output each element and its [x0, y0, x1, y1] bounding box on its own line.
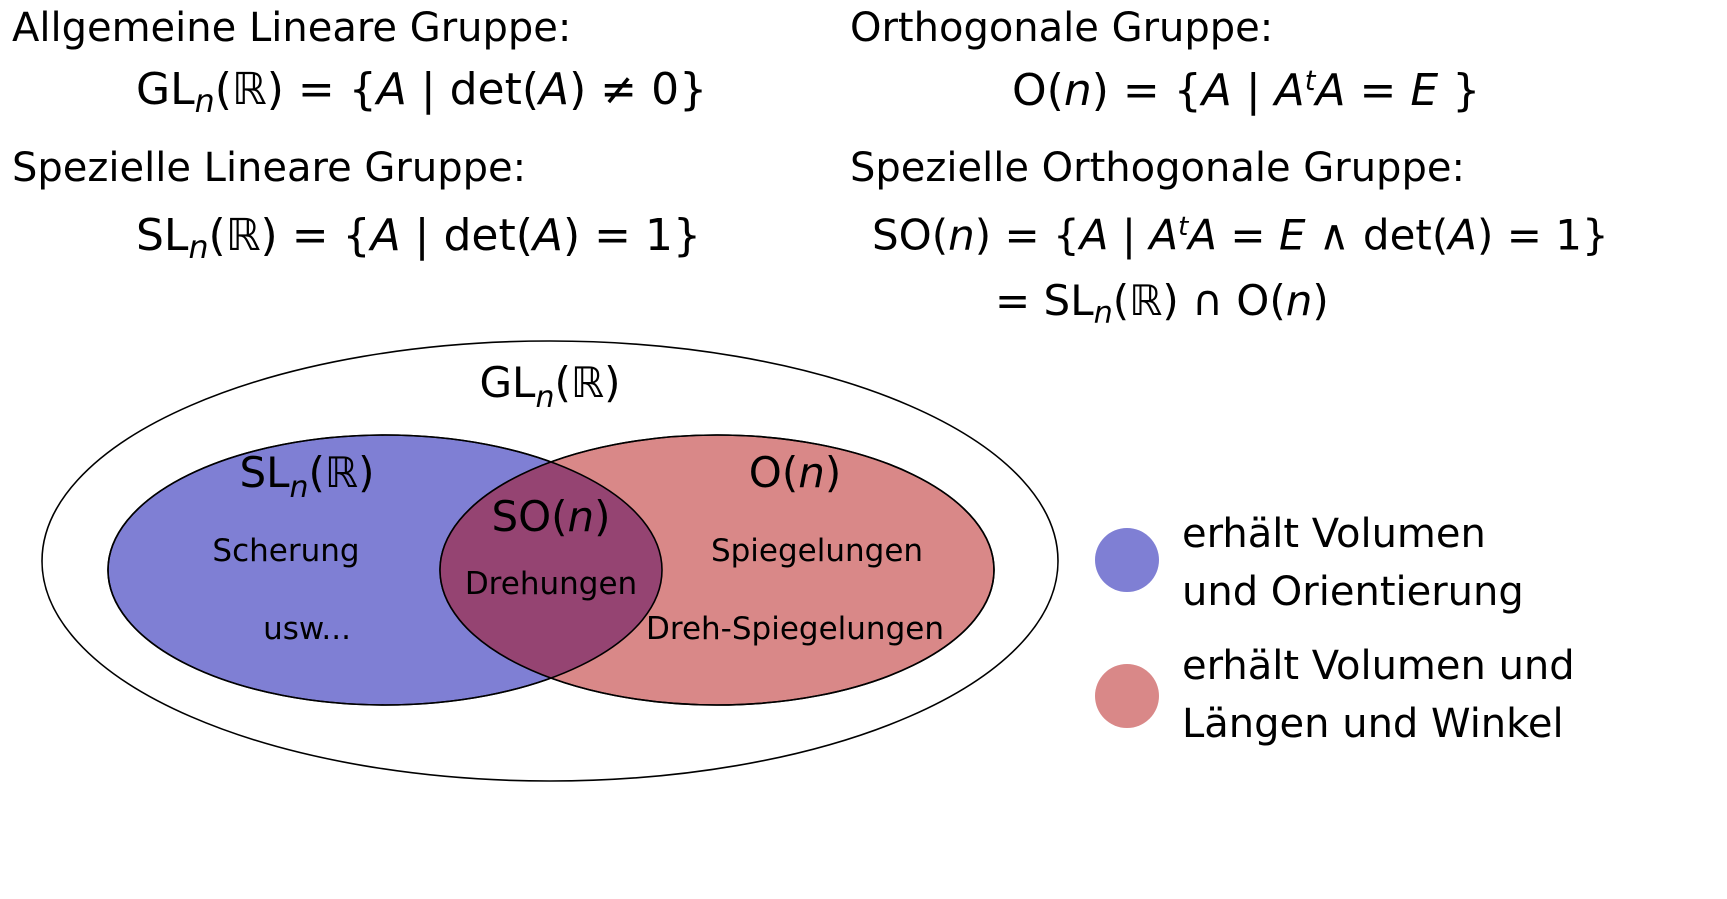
o-item-dreh-spiegelungen: Dreh-Spiegelungen — [646, 611, 944, 647]
o-item-spiegelungen: Spiegelungen — [711, 533, 923, 569]
so-heading: Spezielle Orthogonale Gruppe: — [850, 145, 1465, 191]
so-label: SO(n) — [491, 492, 610, 541]
gl-heading: Allgemeine Lineare Gruppe: — [12, 5, 572, 51]
so-item-drehungen: Drehungen — [465, 566, 637, 602]
sl-heading: Spezielle Lineare Gruppe: — [12, 145, 527, 191]
sl-item-usw: usw... — [263, 611, 351, 647]
sl-label: SLn(ℝ) — [239, 448, 374, 505]
legend-blue-text: erhält Volumen und Orientierung — [1182, 511, 1524, 615]
sl-formula: SLn(ℝ) = {A | det(A) = 1} — [136, 210, 701, 266]
gl-label: GLn(ℝ) — [479, 358, 620, 415]
o-label: O(n) — [749, 448, 841, 497]
gl-formula: GLn(ℝ) = {A | det(A) ≠ 0} — [136, 64, 708, 120]
legend-red-dot — [1095, 664, 1159, 728]
o-heading: Orthogonale Gruppe: — [850, 5, 1274, 51]
legend-red-text: erhält Volumen und Längen und Winkel — [1182, 643, 1575, 747]
sl-item-scherung: Scherung — [212, 533, 359, 569]
so-formula-line2: = SLn(ℝ) ∩ O(n) — [995, 276, 1329, 331]
so-intersection-region — [440, 435, 662, 705]
so-formula: SO(n) = {A | AtA = E ∧ det(A) = 1} — [872, 210, 1609, 260]
o-formula: O(n) = {A | AtA = E } — [1012, 65, 1481, 116]
legend-blue-dot — [1095, 528, 1159, 592]
